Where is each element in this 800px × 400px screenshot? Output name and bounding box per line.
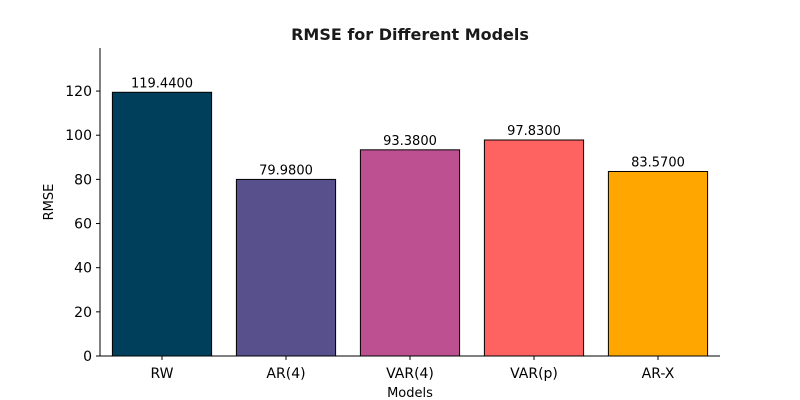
x-axis: RW AR(4) VAR(4) VAR(p) AR-X bbox=[150, 356, 675, 382]
x-tick-label: AR-X bbox=[642, 366, 675, 382]
y-tick-label: 40 bbox=[74, 261, 92, 277]
bar-value-label: 93.3800 bbox=[383, 134, 437, 149]
y-axis-label: RMSE bbox=[42, 184, 57, 221]
y-tick-label: 60 bbox=[74, 217, 92, 233]
x-tick-label: VAR(4) bbox=[386, 366, 434, 382]
y-tick-label: 80 bbox=[74, 172, 92, 188]
y-tick-label: 100 bbox=[65, 128, 92, 144]
bar-value-label: 119.4400 bbox=[131, 76, 193, 91]
bar-var-4 bbox=[359, 149, 461, 357]
bar-value-label: 83.5700 bbox=[631, 155, 685, 170]
chart-title: RMSE for Different Models bbox=[291, 25, 529, 44]
x-axis-label: Models bbox=[387, 386, 433, 400]
bar-ar-4 bbox=[235, 178, 337, 357]
x-tick-label: RW bbox=[150, 366, 173, 382]
x-tick-label: AR(4) bbox=[266, 366, 305, 382]
bar-rw bbox=[111, 91, 213, 357]
bar-value-label: 79.9800 bbox=[259, 163, 313, 178]
bars bbox=[111, 91, 709, 357]
bar-value-label: 97.8300 bbox=[507, 124, 561, 139]
data-labels: 119.4400 79.9800 93.3800 97.8300 83.5700 bbox=[131, 76, 685, 178]
x-tick-label: VAR(p) bbox=[510, 366, 558, 382]
y-tick-label: 120 bbox=[65, 84, 92, 100]
y-tick-label: 0 bbox=[83, 349, 92, 365]
y-axis: 0 20 40 60 80 100 120 bbox=[65, 84, 100, 365]
y-tick-label: 20 bbox=[74, 305, 92, 321]
bar-ar-x bbox=[607, 170, 709, 357]
bar-var-p bbox=[483, 139, 585, 357]
